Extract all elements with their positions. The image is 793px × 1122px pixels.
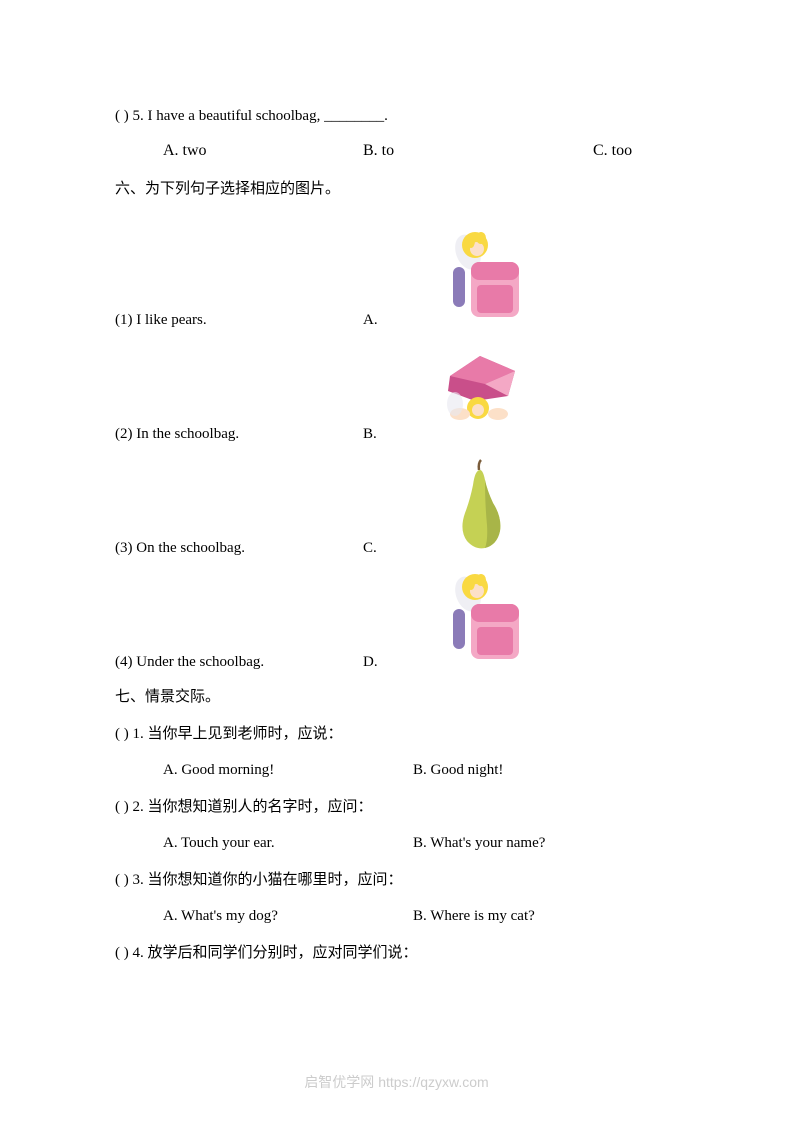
match-image-1 xyxy=(425,222,535,332)
fairy-under-bag-icon xyxy=(430,346,530,436)
match-text-3: (3) On the schoolbag. xyxy=(115,540,363,560)
s7-q1-a: A. Good morning! xyxy=(163,759,413,782)
section7-title: 七、情景交际。 xyxy=(115,686,678,709)
s7-q1-stem: ( ) 1. 当你早上见到老师时，应说： xyxy=(115,723,678,746)
match-text-4: (4) Under the schoolbag. xyxy=(115,654,363,674)
s7-q4-stem: ( ) 4. 放学后和同学们分别时，应对同学们说： xyxy=(115,942,678,965)
match-image-2 xyxy=(425,336,535,446)
match-letter-3: C. xyxy=(363,540,425,560)
s7-q3-options: A. What's my dog? B. Where is my cat? xyxy=(115,905,678,928)
q5-option-b: B. to xyxy=(363,142,593,160)
section6-title: 六、为下列句子选择相应的图片。 xyxy=(115,178,678,201)
s7-q2-stem: ( ) 2. 当你想知道别人的名字时，应问： xyxy=(115,796,678,819)
s7-q2-a: A. Touch your ear. xyxy=(163,832,413,855)
q5-options: A. two B. to C. too xyxy=(115,142,678,160)
fairy-schoolbag-icon-2 xyxy=(433,569,528,669)
match-image-3 xyxy=(425,450,535,560)
s7-q1-b: B. Good night! xyxy=(413,759,503,782)
q5-option-c: C. too xyxy=(593,142,632,160)
pear-icon xyxy=(445,455,515,555)
match-letter-1: A. xyxy=(363,312,425,332)
match-row-4: (4) Under the schoolbag. D. xyxy=(115,564,678,674)
q5-stem: ( ) 5. I have a beautiful schoolbag, ___… xyxy=(115,105,678,128)
s7-q3-a: A. What's my dog? xyxy=(163,905,413,928)
match-text-2: (2) In the schoolbag. xyxy=(115,426,363,446)
s7-q3-b: B. Where is my cat? xyxy=(413,905,535,928)
s7-q3-stem: ( ) 3. 当你想知道你的小猫在哪里时，应问： xyxy=(115,869,678,892)
match-row-1: (1) I like pears. A. xyxy=(115,222,678,332)
footer-watermark: 启智优学网 https://qzyxw.com xyxy=(0,1072,793,1092)
s7-q1-options: A. Good morning! B. Good night! xyxy=(115,759,678,782)
s7-q2-options: A. Touch your ear. B. What's your name? xyxy=(115,832,678,855)
match-letter-4: D. xyxy=(363,654,425,674)
match-row-2: (2) In the schoolbag. B. xyxy=(115,336,678,446)
match-letter-2: B. xyxy=(363,426,425,446)
q5-option-a: A. two xyxy=(163,142,363,160)
match-image-4 xyxy=(425,564,535,674)
match-row-3: (3) On the schoolbag. C. xyxy=(115,450,678,560)
match-text-1: (1) I like pears. xyxy=(115,312,363,332)
s7-q2-b: B. What's your name? xyxy=(413,832,545,855)
fairy-schoolbag-icon xyxy=(433,227,528,327)
